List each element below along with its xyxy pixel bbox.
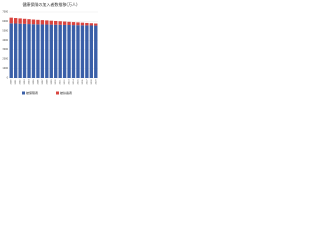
bar-segment xyxy=(76,22,80,26)
bar-segment xyxy=(18,18,22,24)
x-tick-label: 2017 xyxy=(86,79,88,85)
bar-segment xyxy=(40,24,45,78)
x-tick-label: 2007 xyxy=(42,79,44,85)
y-tick-label: 3000 xyxy=(2,48,8,51)
bar-segment xyxy=(89,23,94,26)
x-tick-label: 2002 xyxy=(20,79,22,85)
x-tick-label: 2013 xyxy=(69,79,71,85)
bar-segment xyxy=(9,23,13,78)
chart: 健康保険の加入者数推移(万人) 0 1000 2000 3000 4000 5000 600… xyxy=(2,1,98,95)
x-tick-label: 2016 xyxy=(82,79,84,85)
bar-segment xyxy=(45,24,49,78)
bar-segment xyxy=(94,23,98,26)
bar-segment xyxy=(49,20,53,25)
bar-segment xyxy=(76,25,80,78)
bar-segment xyxy=(22,18,27,24)
x-tick-label: 2019 xyxy=(95,79,97,85)
x-tick-label: 2000 xyxy=(11,79,13,85)
chart-title: 健康保険の加入者数推移(万人) xyxy=(22,1,78,7)
y-tick-label: 5000 xyxy=(2,29,8,32)
x-tick-label: 2018 xyxy=(91,79,93,85)
bar-segment xyxy=(71,25,76,79)
x-tick-label: 2003 xyxy=(24,79,26,85)
bar-segment xyxy=(49,24,53,78)
bar-segment xyxy=(45,20,49,25)
bar-segment xyxy=(58,24,62,78)
bar-segment xyxy=(62,21,67,25)
bar-segment xyxy=(62,24,67,78)
bar-segment xyxy=(54,20,58,25)
bar-segment xyxy=(80,25,85,78)
bar-segment xyxy=(94,25,98,79)
bar-segment xyxy=(13,23,18,78)
bar-segment xyxy=(27,24,31,78)
bar-segment xyxy=(31,24,36,79)
legend-swatch xyxy=(56,91,59,95)
bar-segment xyxy=(89,25,94,78)
bar-segment xyxy=(71,22,76,26)
bar-segment xyxy=(31,19,36,25)
bar-segment xyxy=(58,21,62,25)
y-tick-label: 0 xyxy=(7,77,9,80)
bar-segment xyxy=(67,25,71,78)
bar-segment xyxy=(27,19,31,25)
legend-label: 被扶養者 xyxy=(60,90,72,95)
x-tick-label: 2004 xyxy=(29,79,31,85)
bar-segment xyxy=(85,22,89,26)
x-tick-label: 2010 xyxy=(55,79,57,85)
bar-segment xyxy=(36,24,40,78)
bar-segment xyxy=(40,20,45,25)
bar-segment xyxy=(22,23,27,79)
bar-segment xyxy=(9,17,13,24)
x-tick-label: 2008 xyxy=(46,79,48,85)
bar-segment xyxy=(36,19,40,25)
y-tick-label: 6000 xyxy=(2,20,8,23)
y-tick-label: 7000 xyxy=(2,11,8,14)
x-tick-label: 2009 xyxy=(51,79,53,85)
x-tick-label: 2015 xyxy=(77,79,79,85)
x-tick-label: 2006 xyxy=(37,79,39,85)
bar-segment xyxy=(67,21,71,26)
x-tick-label: 2011 xyxy=(60,79,62,85)
x-tick-label: 2005 xyxy=(33,79,35,85)
x-tick-label: 2014 xyxy=(73,79,75,85)
bar-segment xyxy=(85,25,89,78)
bar-segment xyxy=(80,22,85,26)
legend-swatch xyxy=(22,91,25,95)
page: {"chart_data":{"type":"stacked-bar","tit… xyxy=(0,0,100,100)
y-tick-label: 4000 xyxy=(2,39,8,42)
y-tick-label: 2000 xyxy=(2,58,8,61)
bar-segment xyxy=(13,18,18,24)
bar-segment xyxy=(18,23,22,78)
x-tick-label: 2012 xyxy=(64,79,66,85)
y-tick-label: 1000 xyxy=(2,67,8,70)
bar-segment xyxy=(54,24,58,79)
x-tick-label: 2001 xyxy=(15,79,17,85)
legend-label: 被保険者 xyxy=(26,90,38,95)
